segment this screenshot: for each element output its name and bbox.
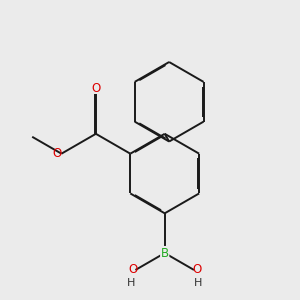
Text: O: O <box>91 82 101 95</box>
Text: H: H <box>194 278 202 288</box>
Text: H: H <box>127 278 135 288</box>
Text: B: B <box>161 247 169 260</box>
Text: O: O <box>192 263 202 276</box>
Text: O: O <box>128 263 137 276</box>
Text: O: O <box>52 147 62 160</box>
